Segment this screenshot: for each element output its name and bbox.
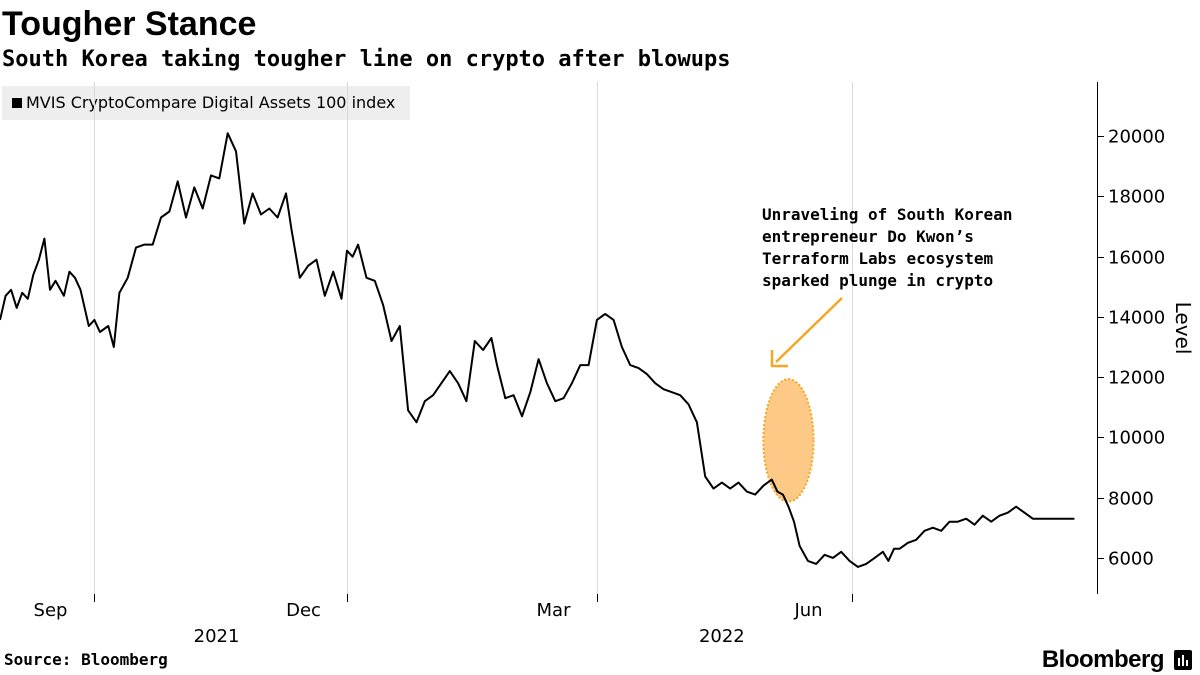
annotation-arrow-head	[770, 350, 788, 368]
x-tick-label: Mar	[537, 600, 572, 621]
y-tick-label: 16000	[1108, 248, 1165, 269]
y-tick-label: 10000	[1108, 428, 1165, 449]
x-axis: Sep Dec Mar Jun 2021 2022	[34, 594, 853, 647]
annotation: Unraveling of South Korean entrepreneur D…	[762, 205, 1012, 368]
x-tick-label: Sep	[34, 600, 68, 621]
y-axis: 6000 8000 10000 12000 14000 16000 18000 20000 Le…	[1097, 82, 1195, 594]
y-tick-label: 12000	[1108, 368, 1165, 389]
bloomberg-bars-icon	[1174, 650, 1192, 670]
chart-legend: MVIS CryptoCompare Digital Assets 100 in…	[2, 86, 410, 120]
gridlines	[94, 82, 853, 594]
series-line	[0, 132, 1075, 568]
y-tick-label: 14000	[1108, 308, 1165, 329]
year-label: 2022	[699, 626, 745, 647]
legend-swatch	[12, 98, 22, 108]
x-tick-label: Jun	[793, 600, 822, 621]
y-tick-label: 20000	[1108, 127, 1165, 148]
annotation-arrow-line	[775, 297, 843, 363]
annotation-text-line: Unraveling of South Korean	[762, 205, 1012, 224]
y-tick-label: 18000	[1108, 187, 1165, 208]
series-line-group	[0, 132, 1075, 568]
y-axis-label: Level	[1171, 302, 1195, 355]
y-tick-label: 8000	[1108, 489, 1154, 510]
source-note: Source: Bloomberg	[4, 650, 168, 669]
plunge-highlight-ellipse	[762, 378, 815, 503]
plunge-highlight	[762, 378, 815, 503]
annotation-text-line: Terraform Labs ecosystem	[762, 249, 994, 268]
brand-logo: Bloomberg	[1041, 646, 1165, 673]
page-title: Tougher Stance	[2, 5, 257, 43]
legend-label: MVIS CryptoCompare Digital Assets 100 in…	[26, 93, 396, 112]
x-tick-label: Dec	[286, 600, 321, 621]
page-subtitle: South Korea taking tougher line on crypt…	[2, 47, 731, 72]
annotation-text-line: entrepreneur Do Kwon’s	[762, 227, 974, 246]
annotation-text-line: sparked plunge in crypto	[762, 271, 993, 290]
year-label: 2021	[194, 626, 240, 647]
y-tick-label: 6000	[1108, 549, 1154, 570]
